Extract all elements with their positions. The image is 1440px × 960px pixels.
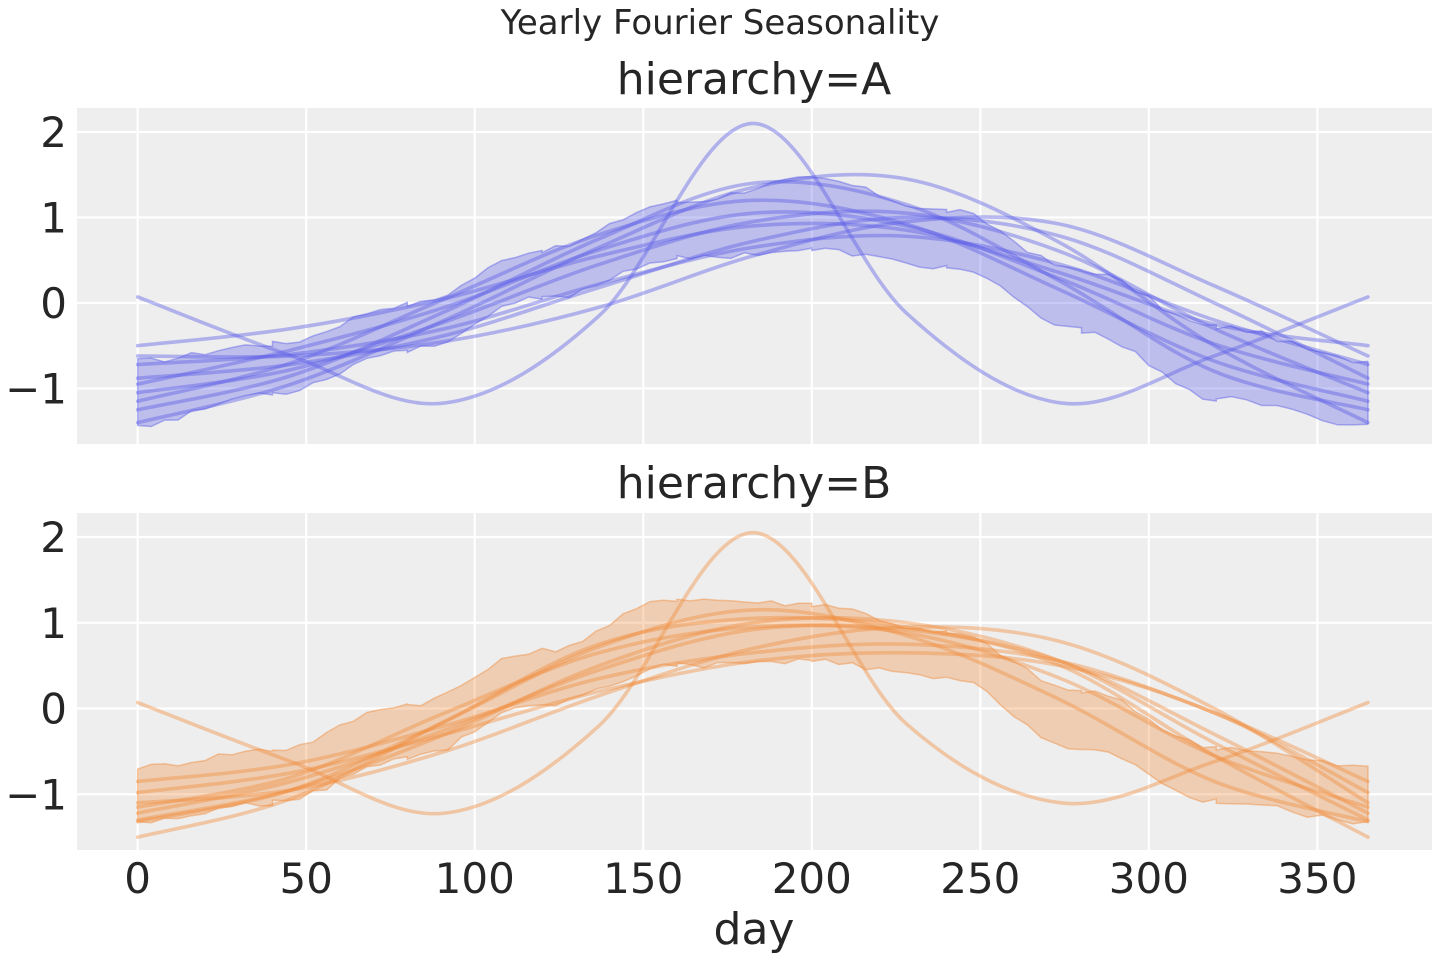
panel-a-series-line-5 <box>135 221 1370 348</box>
panel-a-series-line-7 <box>135 179 1370 412</box>
panel-a-series-line-1 <box>135 121 1370 406</box>
x-axis-label: day <box>714 904 795 955</box>
figure-suptitle: Yearly Fourier Seasonality <box>500 3 940 43</box>
panel-a-series-line-8 <box>135 215 1370 380</box>
panel-b-xtick-label: 150 <box>603 854 683 903</box>
panel-b-xtick-label: 250 <box>940 854 1020 903</box>
panel-b-series-line-6 <box>135 623 1370 815</box>
panel-a-ytick-label: −1 <box>5 364 67 413</box>
panel-b-series-line-9 <box>135 624 1370 805</box>
panel-b-title: hierarchy=B <box>617 458 892 509</box>
panel-a-ytick-label: 1 <box>40 193 67 242</box>
panel-b-series-line-5 <box>135 615 1370 839</box>
panel-b-xtick-label: 50 <box>279 854 332 903</box>
panel-b-series-line-2 <box>135 607 1370 824</box>
panel-b-ytick-label: 1 <box>40 599 67 648</box>
panel-b-series-line-1 <box>135 530 1370 816</box>
panel-b-ytick-label: 0 <box>40 685 67 734</box>
panel-b-xtick-label: 350 <box>1277 854 1357 903</box>
panel-b-hdi-band <box>136 598 1369 825</box>
panel-b-series-line-4 <box>135 642 1370 784</box>
panel-b-series-line-3 <box>135 623 1370 809</box>
panel-a-series-line-2 <box>135 210 1370 386</box>
panel-a-ytick-label: 2 <box>40 108 67 157</box>
panel-a-hdi-band <box>136 175 1369 428</box>
panel-a-series-line-6 <box>135 172 1370 425</box>
panel-a-ytick-label: 0 <box>40 279 67 328</box>
panel-a-series-line-9 <box>135 209 1370 395</box>
panel-a: 2 1 0 −1 <box>5 108 1432 444</box>
panel-b-series-line-7 <box>135 650 1370 795</box>
panel-b-xtick-label: 0 <box>124 854 151 903</box>
panel-a-series-line-10 <box>135 215 1370 359</box>
panel-a-series-line-4 <box>135 233 1370 367</box>
panel-b-ytick-label: 2 <box>40 513 67 562</box>
panel-b: 2 1 0 −1 0 50 100 150 200 250 300 350 <box>5 513 1432 903</box>
panel-b-xtick-label: 200 <box>772 854 852 903</box>
panel-b-series-line-8 <box>135 615 1370 822</box>
panel-b-xtick-label: 100 <box>435 854 515 903</box>
panel-b-ytick-label: −1 <box>5 770 67 819</box>
panel-a-title: hierarchy=A <box>617 54 891 105</box>
panel-a-series-line-3 <box>135 198 1370 404</box>
panel-b-xtick-label: 300 <box>1109 854 1189 903</box>
